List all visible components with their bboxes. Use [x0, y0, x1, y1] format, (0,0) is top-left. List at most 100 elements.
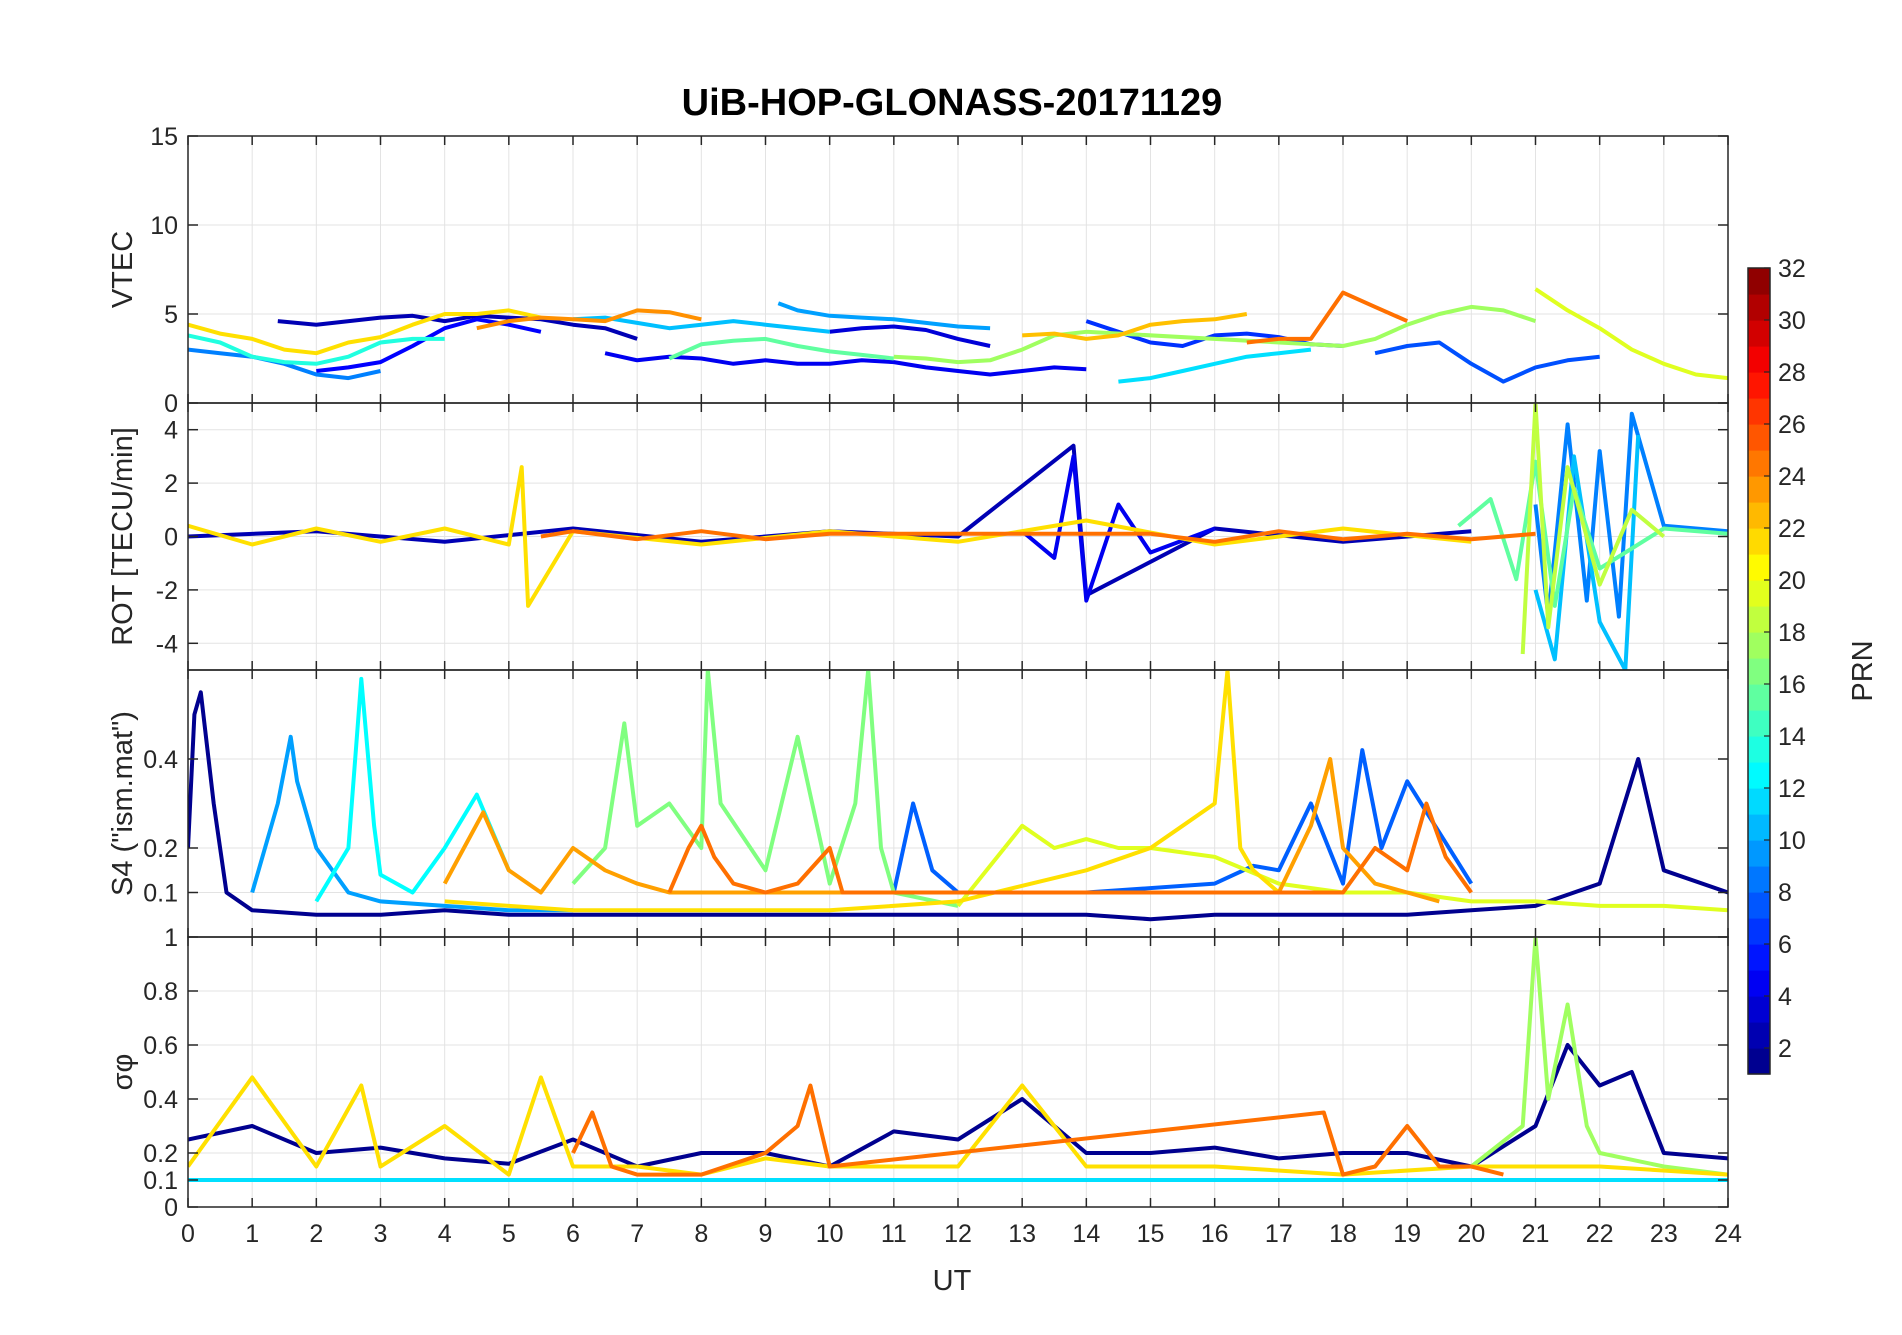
- x-tick-label: 22: [1586, 1220, 1614, 1248]
- vtec-series-prn-23: [476, 308, 702, 331]
- vtec-series-prn-13: [188, 333, 445, 366]
- x-tick-label: 10: [816, 1220, 844, 1248]
- vtec-series-prn-15: [668, 336, 895, 361]
- vtec-series-prn-3: [829, 324, 991, 348]
- vtec-series-prn-10: [777, 301, 991, 331]
- x-tick-label: 21: [1522, 1220, 1550, 1248]
- colorbar-tick-label: 18: [1778, 619, 1806, 647]
- colorbar-swatch: [1748, 606, 1770, 633]
- x-tick-label: 3: [374, 1220, 388, 1248]
- sigma_phi-y-tick-label: 0.4: [143, 1086, 178, 1114]
- colorbar-swatch: [1748, 944, 1770, 971]
- x-tick-label: 11: [881, 1220, 907, 1248]
- colorbar-tick-label: 8: [1778, 879, 1792, 907]
- colorbar-tick-label: 14: [1778, 723, 1806, 751]
- rot-series-prn-5: [1020, 454, 1216, 603]
- sigma_phi-series-prn-1: [188, 1043, 1728, 1169]
- colorbar-swatch: [1748, 1022, 1770, 1049]
- colorbar-swatch: [1748, 684, 1770, 711]
- colorbar-swatch: [1748, 294, 1770, 321]
- vtec-y-tick-label: 15: [150, 123, 178, 151]
- colorbar-tick-label: 28: [1778, 359, 1806, 387]
- x-tick-label: 14: [1072, 1220, 1100, 1248]
- x-tick-label: 4: [438, 1220, 452, 1248]
- rot-y-tick-label: 2: [164, 470, 178, 498]
- colorbar-swatch: [1748, 918, 1770, 945]
- colorbar-swatch: [1748, 892, 1770, 919]
- colorbar-swatch: [1748, 372, 1770, 399]
- x-tick-label: 17: [1265, 1220, 1293, 1248]
- rot-series-prn-9: [1533, 411, 1728, 619]
- vtec-y-tick-label: 0: [164, 390, 178, 418]
- sigma_phi-series-prn-17: [1470, 937, 1728, 1177]
- vtec-series-prn-12: [1118, 347, 1312, 384]
- x-tick-label: 13: [1008, 1220, 1036, 1248]
- colorbar-swatch: [1748, 320, 1770, 347]
- colorbar-tick-label: 10: [1778, 827, 1806, 855]
- s4-series-prn-10: [250, 734, 573, 913]
- x-tick-label: 2: [309, 1220, 323, 1248]
- x-tick-label: 20: [1457, 1220, 1485, 1248]
- rot-series-prn-15: [1457, 459, 1728, 608]
- colorbar-tick-label: 2: [1778, 1035, 1792, 1063]
- s4-y-axis-label: S4 ("ism.mat"): [107, 711, 139, 896]
- sigma_phi-series-group: [188, 937, 1728, 1182]
- vtec-y-tick-label: 10: [150, 212, 178, 240]
- x-tick-label: 16: [1201, 1220, 1229, 1248]
- x-tick-label: 0: [181, 1220, 195, 1248]
- rot-y-tick-label: -4: [156, 630, 178, 658]
- s4-series-prn-13: [314, 676, 511, 903]
- rot-y-axis-label: ROT [TECU/min]: [107, 427, 139, 646]
- sigma_phi-y-tick-label: 1: [164, 924, 178, 952]
- colorbar-swatch: [1748, 840, 1770, 867]
- colorbar-swatch: [1748, 970, 1770, 997]
- s4-series-prn-1: [188, 690, 1728, 922]
- colorbar-swatch: [1748, 554, 1770, 581]
- s4-series-prn-19: [956, 823, 1728, 913]
- panel-sigma_phi: 00.10.2 0.4 0.6 0.8 1 σφ: [107, 924, 1729, 1222]
- colorbar-swatch: [1748, 398, 1770, 425]
- x-tick-label: 9: [759, 1220, 773, 1248]
- rot-series-prn-24: [540, 529, 1536, 544]
- x-tick-label: 5: [502, 1220, 516, 1248]
- x-tick-label: 6: [566, 1220, 580, 1248]
- colorbar-swatch: [1748, 632, 1770, 659]
- colorbar-swatch: [1748, 580, 1770, 607]
- x-tick-label: 12: [944, 1220, 972, 1248]
- s4-series-prn-20: [444, 670, 1281, 913]
- x-tick-label: 7: [630, 1220, 644, 1248]
- x-axis-label: UT: [933, 1265, 972, 1297]
- colorbar-swatch: [1748, 788, 1770, 815]
- chart-title: UiB-HOP-GLONASS-20171129: [682, 82, 1223, 124]
- sigma_phi-series-prn-24: [571, 1083, 1504, 1177]
- rot-y-tick-label: -2: [156, 577, 178, 605]
- rot-series-group: [188, 403, 1728, 670]
- s4-series-prn-16: [571, 670, 959, 908]
- x-tick-label: 15: [1137, 1220, 1165, 1248]
- rot-y-tick-label: 4: [164, 417, 178, 445]
- colorbar-tick-label: 6: [1778, 931, 1792, 959]
- vtec-y-axis-label: VTEC: [107, 231, 139, 308]
- rot-series-prn-18: [1520, 403, 1666, 655]
- sigma_phi-y-tick-label: 0.2: [143, 1140, 178, 1168]
- x-tick-label: 1: [245, 1220, 259, 1248]
- s4-y-tick-label: 0.4: [143, 746, 178, 774]
- vtec-series-prn-24: [1246, 290, 1409, 345]
- s4-y-tick-label: 0.1: [143, 880, 178, 908]
- vtec-series-prn-7: [1374, 340, 1600, 384]
- colorbar-tick-label: 4: [1778, 983, 1792, 1011]
- x-tick-label: 8: [694, 1220, 708, 1248]
- vtec-series-prn-20: [188, 308, 542, 356]
- colorbar-tick-label: 20: [1778, 567, 1806, 595]
- colorbar-swatch: [1748, 528, 1770, 555]
- panel-vtec: 0 5 10 15 VTEC: [107, 123, 1729, 418]
- colorbar-tick-label: 26: [1778, 411, 1806, 439]
- panel-s4: 0.1 0.2 0.4S4 ("ism.mat"): [107, 669, 1729, 938]
- x-tick-label: 19: [1393, 1220, 1421, 1248]
- sigma_phi-y-tick-label: 0.6: [143, 1032, 178, 1060]
- colorbar-frame: [1747, 267, 1771, 1075]
- colorbar-label: PRN: [1847, 640, 1879, 701]
